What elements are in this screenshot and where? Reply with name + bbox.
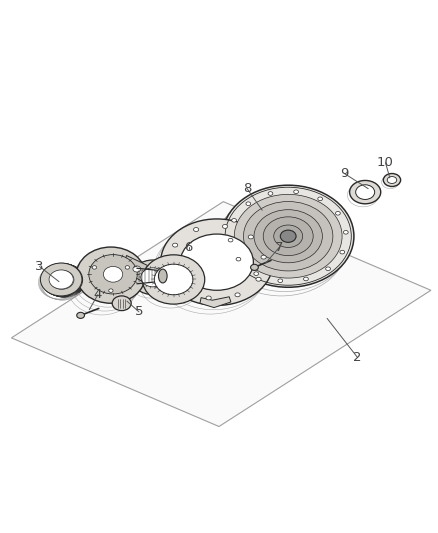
Ellipse shape xyxy=(51,271,75,290)
Ellipse shape xyxy=(268,192,273,195)
Ellipse shape xyxy=(173,243,178,247)
Ellipse shape xyxy=(180,234,253,290)
Polygon shape xyxy=(11,201,431,426)
Ellipse shape xyxy=(340,251,345,254)
Ellipse shape xyxy=(256,277,261,281)
Text: 4: 4 xyxy=(94,288,102,301)
Ellipse shape xyxy=(42,264,84,297)
Ellipse shape xyxy=(236,257,241,261)
Ellipse shape xyxy=(246,202,251,206)
Polygon shape xyxy=(200,297,231,308)
Ellipse shape xyxy=(112,296,131,311)
Ellipse shape xyxy=(235,293,240,297)
Text: 10: 10 xyxy=(377,156,394,169)
Polygon shape xyxy=(123,255,147,282)
Ellipse shape xyxy=(234,195,342,278)
Ellipse shape xyxy=(223,224,228,228)
Ellipse shape xyxy=(254,209,322,263)
Ellipse shape xyxy=(263,217,313,256)
Text: 6: 6 xyxy=(184,240,193,254)
Ellipse shape xyxy=(89,255,137,294)
Ellipse shape xyxy=(44,264,85,297)
Ellipse shape xyxy=(206,296,211,300)
Ellipse shape xyxy=(248,235,254,239)
Text: 2: 2 xyxy=(353,351,362,364)
Text: 9: 9 xyxy=(340,167,349,180)
Ellipse shape xyxy=(280,230,296,243)
Ellipse shape xyxy=(40,263,82,296)
Ellipse shape xyxy=(278,279,283,282)
Ellipse shape xyxy=(77,312,85,318)
Ellipse shape xyxy=(343,230,348,234)
Ellipse shape xyxy=(53,271,77,290)
Ellipse shape xyxy=(228,238,233,242)
Ellipse shape xyxy=(76,247,145,303)
Ellipse shape xyxy=(109,289,113,292)
Ellipse shape xyxy=(387,176,397,183)
Text: 8: 8 xyxy=(243,182,251,195)
Ellipse shape xyxy=(49,270,73,289)
Ellipse shape xyxy=(131,260,174,295)
Ellipse shape xyxy=(43,264,85,297)
Ellipse shape xyxy=(244,201,333,271)
Ellipse shape xyxy=(159,269,167,283)
Ellipse shape xyxy=(350,181,381,204)
Ellipse shape xyxy=(304,277,308,281)
Ellipse shape xyxy=(92,265,96,269)
Ellipse shape xyxy=(141,268,165,287)
Text: 5: 5 xyxy=(135,305,143,318)
Ellipse shape xyxy=(383,174,401,187)
Ellipse shape xyxy=(133,266,141,272)
Ellipse shape xyxy=(326,267,330,271)
Ellipse shape xyxy=(42,263,83,296)
Ellipse shape xyxy=(232,219,237,222)
Ellipse shape xyxy=(125,265,130,269)
Ellipse shape xyxy=(50,270,74,289)
Ellipse shape xyxy=(154,264,193,295)
Ellipse shape xyxy=(223,185,354,287)
Text: 7: 7 xyxy=(276,240,284,254)
Ellipse shape xyxy=(251,264,258,270)
Text: 3: 3 xyxy=(35,260,44,273)
Ellipse shape xyxy=(180,286,185,289)
Ellipse shape xyxy=(50,270,74,289)
Ellipse shape xyxy=(318,197,322,200)
Ellipse shape xyxy=(142,255,205,304)
Ellipse shape xyxy=(254,272,258,276)
Ellipse shape xyxy=(161,219,273,305)
Ellipse shape xyxy=(167,265,173,269)
Ellipse shape xyxy=(41,263,83,296)
Ellipse shape xyxy=(274,225,303,247)
Ellipse shape xyxy=(52,271,76,290)
Ellipse shape xyxy=(261,255,266,259)
Ellipse shape xyxy=(336,212,340,215)
Ellipse shape xyxy=(294,190,298,193)
Ellipse shape xyxy=(103,266,123,282)
Ellipse shape xyxy=(356,185,374,199)
Ellipse shape xyxy=(194,228,199,231)
